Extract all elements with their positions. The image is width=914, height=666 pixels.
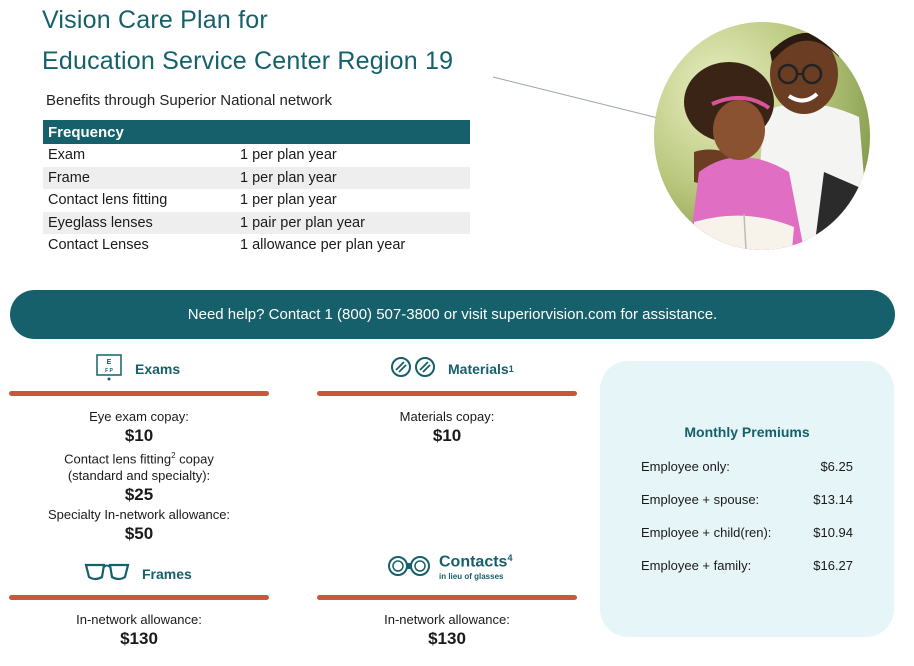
premium-label: Employee only: [641, 459, 730, 474]
contacts-heading-label: Contacts [439, 553, 508, 571]
exams-heading: E F P Exams [95, 353, 180, 384]
exams-divider [9, 391, 269, 396]
svg-text:F P: F P [105, 368, 113, 374]
specialty-label: Specialty In-network allowance: [47, 507, 231, 523]
contacts-benefits: In-network allowance: $130 [317, 611, 577, 650]
frames-allowance-label: In-network allowance: [76, 612, 202, 627]
svg-text:E: E [107, 359, 112, 366]
frequency-table: Frequency Exam 1 per plan year Frame 1 p… [43, 120, 470, 257]
fitting-footnote: 2 [171, 451, 176, 460]
contacts-allowance-label: In-network allowance: [384, 612, 510, 627]
table-cell-item: Exam [48, 147, 86, 164]
materials-heading: Materials 1 [390, 356, 514, 381]
table-cell-value: 1 allowance per plan year [240, 237, 406, 254]
contacts-footnote: 4 [507, 553, 513, 563]
table-cell-value: 1 per plan year [240, 166, 470, 189]
table-cell-item: Frame [43, 166, 240, 189]
premium-label: Employee + family: [641, 558, 752, 573]
plan-title-line2: Education Service Center Region 19 [42, 47, 454, 75]
frames-benefits: In-network allowance: $130 [9, 611, 269, 650]
fitting-label-copay: copay [175, 451, 214, 467]
contacts-heading-block: Contacts4 in lieu of glasses [439, 553, 512, 582]
exams-benefits: Eye exam copay: $10 Contact lens fitting… [9, 408, 269, 545]
materials-benefits: Materials copay: $10 [317, 408, 577, 447]
table-cell-item: Contact Lenses [48, 237, 149, 254]
frequency-table-header: Frequency [43, 120, 470, 144]
frames-heading: Frames [84, 561, 192, 586]
table-cell-value: 1 per plan year [240, 192, 337, 209]
fitting-amount: $25 [124, 485, 154, 505]
frames-divider [9, 595, 269, 600]
table-cell-item: Contact lens fitting [48, 192, 168, 209]
premium-amount: $10.94 [813, 525, 853, 540]
table-cell-value: 1 pair per plan year [240, 211, 470, 234]
table-row: Eyeglass lenses 1 pair per plan year [43, 211, 470, 234]
premium-label: Employee + child(ren): [641, 525, 772, 540]
fitting-label: Contact lens fitting2 copay [9, 447, 269, 467]
premium-row: Employee only: $6.25 [641, 459, 853, 474]
contacts-heading: Contacts4 in lieu of glasses [387, 553, 512, 582]
fitting-label-detail: (standard and specialty): [67, 468, 211, 484]
table-cell-item: Eyeglass lenses [43, 211, 240, 234]
materials-copay-amount: $10 [432, 426, 462, 445]
family-photo [654, 22, 870, 250]
table-row: Contact lens fitting 1 per plan year [43, 189, 470, 212]
glasses-icon [84, 561, 130, 586]
specialty-amount: $50 [124, 524, 154, 544]
contacts-subheading: in lieu of glasses [439, 571, 504, 581]
materials-copay-label: Materials copay: [399, 409, 495, 424]
premium-row: Employee + child(ren): $10.94 [641, 525, 853, 540]
contacts-allowance-amount: $130 [428, 629, 466, 648]
fitting-label-text: Contact lens fitting [64, 451, 172, 467]
premium-label: Employee + spouse: [641, 492, 760, 507]
plan-title-line1: Vision Care Plan for [42, 6, 268, 34]
premium-amount: $6.25 [820, 459, 853, 474]
materials-divider [317, 391, 577, 396]
help-contact-text: Need help? Contact 1 (800) 507-3800 or v… [187, 306, 718, 323]
exams-heading-label: Exams [135, 360, 181, 377]
premium-amount: $16.27 [813, 558, 853, 573]
frames-allowance-amount: $130 [120, 629, 158, 648]
table-row: Exam 1 per plan year [43, 144, 470, 167]
premiums-title: Monthly Premiums [684, 424, 810, 440]
table-cell-value: 1 per plan year [240, 147, 337, 164]
network-subtitle: Benefits through Superior National netwo… [46, 92, 332, 109]
contact-lens-case-icon [387, 554, 431, 581]
premium-row: Employee + spouse: $13.14 [641, 492, 853, 507]
materials-footnote: 1 [508, 363, 514, 374]
table-row: Contact Lenses 1 allowance per plan year [43, 234, 470, 257]
materials-heading-label: Materials [448, 360, 509, 377]
lenses-icon [390, 356, 436, 381]
frames-heading-label: Frames [142, 565, 192, 582]
premiums-card: Monthly Premiums Employee only: $6.25 Em… [600, 361, 894, 637]
table-row: Frame 1 per plan year [43, 166, 470, 189]
eye-chart-icon: E F P [95, 353, 125, 384]
premium-amount: $13.14 [813, 492, 853, 507]
eye-exam-label: Eye exam copay: [89, 409, 189, 424]
help-contact-banner[interactable]: Need help? Contact 1 (800) 507-3800 or v… [10, 290, 895, 339]
premium-row: Employee + family: $16.27 [641, 558, 853, 573]
contacts-divider [317, 595, 577, 600]
eye-exam-amount: $10 [124, 426, 154, 445]
